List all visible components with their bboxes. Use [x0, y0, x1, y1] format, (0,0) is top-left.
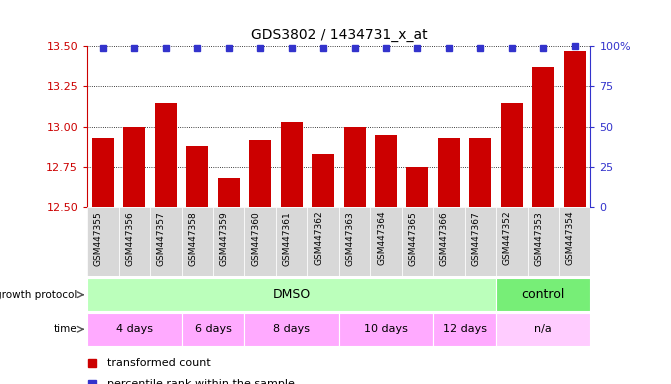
Bar [433, 313, 496, 346]
Bar [402, 207, 433, 276]
Bar [92, 138, 114, 207]
Bar [496, 207, 527, 276]
Bar [339, 207, 370, 276]
Bar [182, 313, 244, 346]
Bar [532, 67, 554, 207]
Bar [155, 103, 177, 207]
Bar [464, 207, 496, 276]
Bar [370, 207, 402, 276]
Bar [280, 122, 303, 207]
Text: 6 days: 6 days [195, 324, 231, 334]
Text: DMSO: DMSO [272, 288, 311, 301]
Text: 4 days: 4 days [116, 324, 153, 334]
Text: GSM447358: GSM447358 [189, 211, 197, 266]
Text: GSM447359: GSM447359 [220, 211, 229, 266]
Text: 10 days: 10 days [364, 324, 408, 334]
Text: GSM447353: GSM447353 [534, 211, 544, 266]
Text: growth protocol: growth protocol [0, 290, 78, 300]
Text: GSM447362: GSM447362 [314, 211, 323, 265]
Bar [87, 207, 119, 276]
Bar [307, 207, 339, 276]
Bar [119, 207, 150, 276]
Text: GSM447355: GSM447355 [94, 211, 103, 266]
Bar [344, 127, 366, 207]
Text: time: time [54, 324, 78, 334]
Bar [87, 278, 496, 311]
Text: GSM447360: GSM447360 [251, 211, 260, 266]
Text: 8 days: 8 days [273, 324, 310, 334]
Bar [187, 146, 208, 207]
Bar [559, 207, 590, 276]
Bar [123, 127, 146, 207]
Bar [182, 207, 213, 276]
Text: GSM447365: GSM447365 [409, 211, 417, 266]
Bar [375, 135, 397, 207]
Bar [87, 313, 182, 346]
Title: GDS3802 / 1434731_x_at: GDS3802 / 1434731_x_at [250, 28, 427, 42]
Bar [407, 167, 429, 207]
Text: GSM447354: GSM447354 [566, 211, 575, 265]
Text: control: control [521, 288, 565, 301]
Bar [527, 207, 559, 276]
Bar [150, 207, 182, 276]
Text: GSM447363: GSM447363 [346, 211, 354, 266]
Bar [496, 313, 590, 346]
Bar [244, 313, 339, 346]
Bar [438, 138, 460, 207]
Bar [501, 103, 523, 207]
Text: GSM447366: GSM447366 [440, 211, 449, 266]
Bar [496, 278, 590, 311]
Text: GSM447356: GSM447356 [125, 211, 134, 266]
Text: GSM447361: GSM447361 [282, 211, 292, 266]
Bar [244, 207, 276, 276]
Bar [312, 154, 334, 207]
Bar [339, 313, 433, 346]
Text: percentile rank within the sample: percentile rank within the sample [107, 379, 295, 384]
Text: GSM447367: GSM447367 [472, 211, 480, 266]
Text: GSM447364: GSM447364 [377, 211, 386, 265]
Bar [276, 207, 307, 276]
Bar [564, 51, 586, 207]
Bar [249, 140, 271, 207]
Text: n/a: n/a [534, 324, 552, 334]
Bar [213, 207, 244, 276]
Text: 12 days: 12 days [443, 324, 486, 334]
Text: transformed count: transformed count [107, 358, 211, 368]
Text: GSM447352: GSM447352 [503, 211, 512, 265]
Text: GSM447357: GSM447357 [157, 211, 166, 266]
Bar [470, 138, 491, 207]
Bar [218, 178, 240, 207]
Bar [433, 207, 464, 276]
